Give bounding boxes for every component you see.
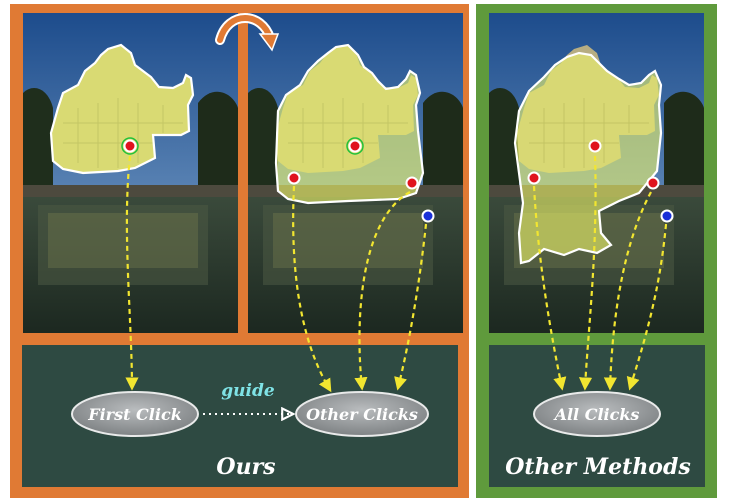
image-panel-first-click (23, 13, 238, 333)
first-click-ellipse (71, 391, 199, 437)
image-panel-other-clicks (248, 13, 463, 333)
negative-click-marker (660, 209, 674, 223)
segmentation-mask (49, 43, 195, 175)
positive-click-marker (588, 139, 602, 153)
positive-click-marker (405, 176, 419, 190)
other-clicks-label: Other Clicks (306, 405, 418, 424)
click-arrow (394, 223, 428, 391)
segmentation-mask (513, 51, 663, 265)
all-clicks-ellipse (533, 391, 661, 437)
other-methods-label: Other Methods (505, 454, 691, 480)
segmentation-mask (274, 43, 425, 205)
positive-click-marker (287, 171, 301, 185)
guide-label: guide (221, 381, 275, 401)
click-arrow (354, 191, 411, 391)
first-click-marker (348, 139, 362, 153)
next-step-arrowhead (258, 33, 280, 52)
click-arrow (532, 185, 567, 391)
click-arrow (603, 191, 652, 391)
positive-click-marker (527, 171, 541, 185)
click-arrow (578, 155, 597, 391)
positive-click-marker (646, 176, 660, 190)
other-clicks-ellipse (295, 391, 429, 437)
panel-divider (238, 4, 246, 340)
image-panel-other-methods (489, 13, 704, 333)
click-arrows (125, 155, 668, 393)
ours-label: Ours (216, 454, 275, 480)
first-click-ring (346, 137, 364, 155)
click-arrow (292, 185, 332, 393)
all-clicks-label: All Clicks (553, 405, 640, 424)
first-click-marker (123, 139, 137, 153)
first-click-ring (121, 137, 139, 155)
next-step-arrow (217, 15, 273, 43)
panel-divider (10, 334, 469, 342)
negative-click-marker (421, 209, 435, 223)
first-click-arrow (125, 155, 139, 391)
first-click-label: First Click (87, 405, 182, 424)
panel-divider (476, 334, 717, 342)
click-arrow (626, 223, 668, 391)
